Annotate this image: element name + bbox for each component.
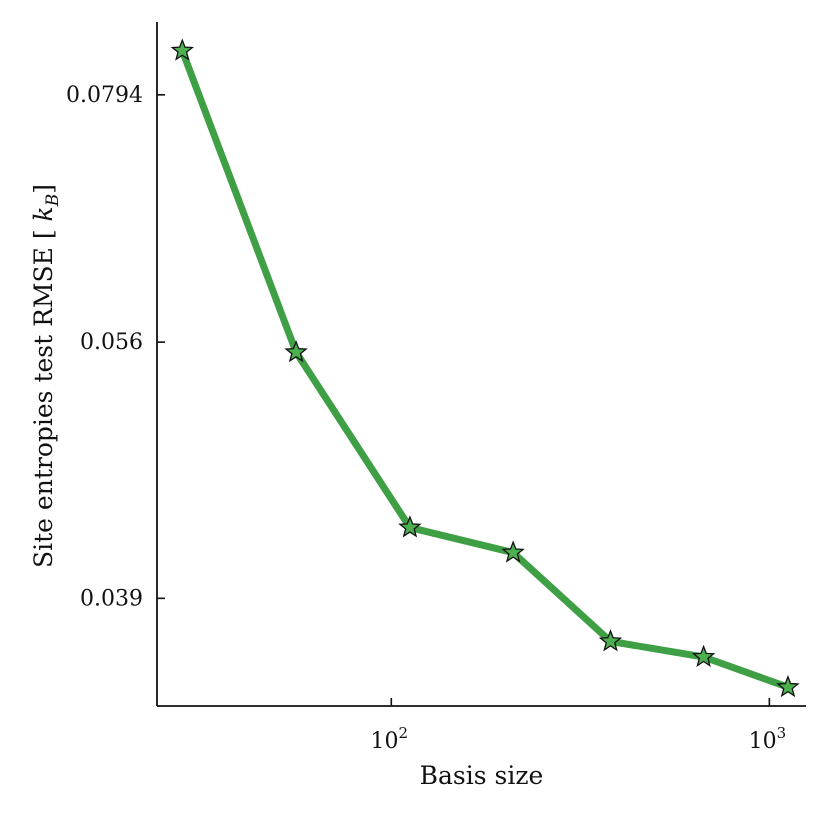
x-tick-label: 103: [749, 724, 787, 754]
data-point-star: [284, 339, 308, 363]
y-axis-label-unit: [: [29, 229, 58, 239]
x-axis-label: Basis size: [420, 761, 544, 790]
axes: [156, 22, 806, 707]
y-tick-label: 0.0794: [66, 83, 143, 108]
y-tick-label: 0.056: [80, 330, 143, 355]
x-ticks: 102 103: [371, 698, 787, 754]
x-tick-label: 102: [371, 724, 409, 754]
y-ticks: 0.0794 0.056 0.039: [66, 83, 165, 611]
data-point-star: [776, 674, 800, 698]
data-point-star: [501, 540, 525, 563]
data-point-star: [598, 629, 623, 652]
data-point-star: [691, 644, 716, 667]
data-point-star: [398, 515, 422, 538]
series-line: [178, 47, 792, 691]
y-axis-label: Site entropies test RMSE [ kB]: [29, 184, 63, 568]
data-point-star: [170, 38, 195, 61]
y-axis-label-text: Site entropies test RMSE: [29, 247, 58, 568]
plot-series: [170, 38, 800, 698]
y-tick-label: 0.039: [80, 586, 143, 611]
